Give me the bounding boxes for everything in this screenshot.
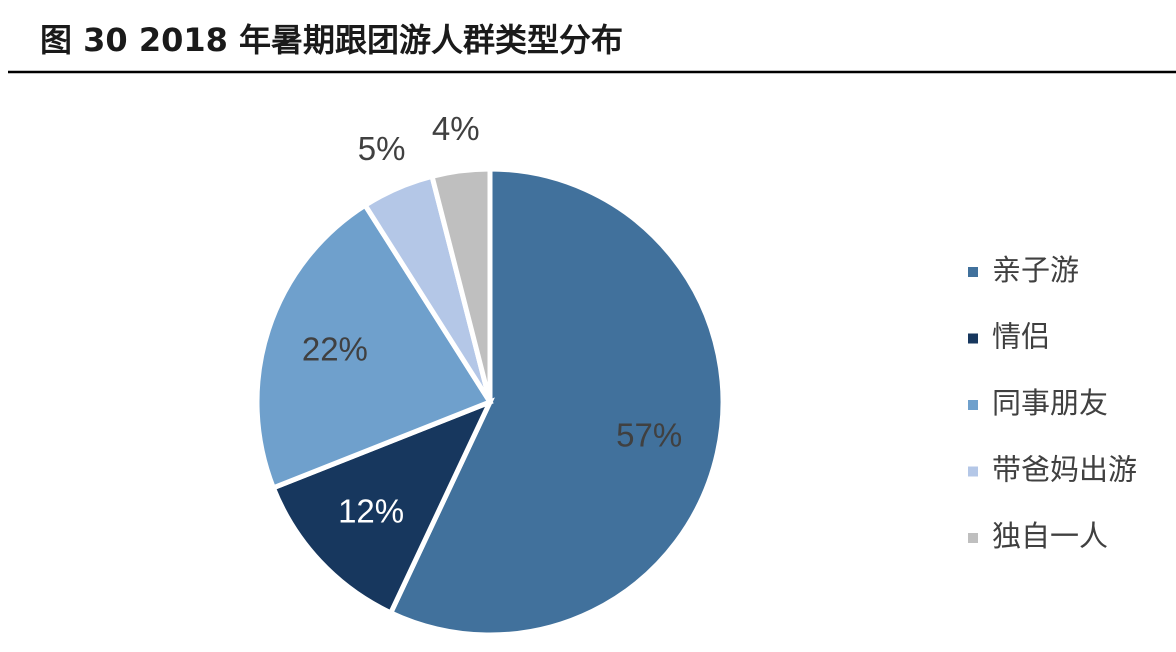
data-label: 5% xyxy=(358,130,406,167)
legend-label: 情侣 xyxy=(992,320,1050,354)
pie-slice xyxy=(429,166,493,403)
legend-marker xyxy=(968,533,978,543)
legend-marker xyxy=(968,333,978,344)
legend-marker xyxy=(968,267,978,277)
data-label: 22% xyxy=(302,330,368,367)
pie-slice xyxy=(254,201,494,492)
legend-label: 同事朋友 xyxy=(992,386,1108,420)
legend-label: 带爸妈出游 xyxy=(992,453,1137,487)
pie-slice xyxy=(270,397,495,617)
chart-title: 图 30 2018 年暑期跟团游人群类型分布 xyxy=(40,21,623,59)
data-label: 12% xyxy=(338,492,404,529)
data-label: 4% xyxy=(432,110,480,147)
data-label: 57% xyxy=(616,416,682,453)
legend-label: 独自一人 xyxy=(992,519,1108,553)
legend-marker xyxy=(968,400,978,410)
pie-slice xyxy=(387,166,726,638)
legend-marker xyxy=(968,466,978,477)
legend-label: 亲子游 xyxy=(992,253,1079,287)
